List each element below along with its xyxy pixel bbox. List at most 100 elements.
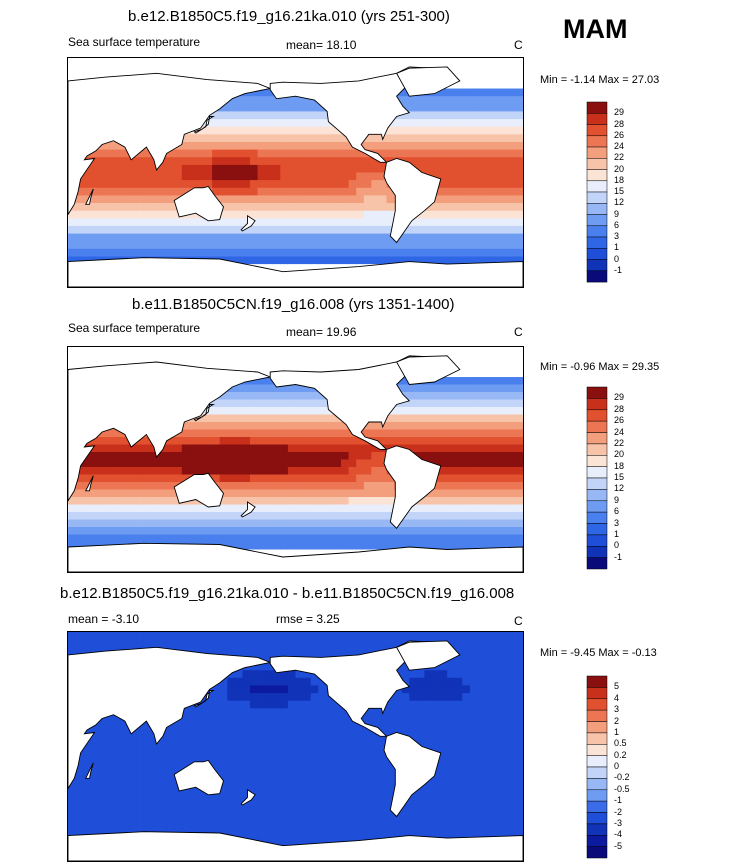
continent-5 [193, 404, 215, 422]
panel-2-map [67, 346, 524, 573]
colorbar-swatch [586, 409, 608, 422]
continent-7 [84, 188, 94, 205]
continent-7 [84, 475, 94, 492]
colorbar-swatch [586, 557, 608, 570]
colorbar-tick-label: 5 [614, 681, 620, 692]
panel-3-units-label: C [514, 614, 523, 628]
colorbar-swatch [586, 835, 608, 847]
colorbar-swatch [586, 511, 608, 524]
colorbar-swatch [586, 675, 608, 688]
colorbar-tick-label: 20 [614, 163, 625, 174]
colorbar-swatch [586, 846, 608, 859]
panel-3-map [67, 631, 524, 862]
colorbar-tick-label: 6 [614, 219, 620, 230]
continent-5 [193, 116, 215, 134]
colorbar-tick-label: 22 [614, 437, 625, 448]
continent-7 [84, 762, 94, 779]
colorbar-swatch [586, 823, 608, 836]
colorbar-tick-label: 0.5 [614, 738, 627, 749]
colorbar-tick-label: 24 [614, 141, 625, 151]
colorbar-swatch [586, 135, 608, 148]
continent-0 [68, 361, 272, 502]
colorbar-swatch [586, 455, 608, 467]
colorbar-swatch [586, 721, 608, 734]
colorbar-tick-label: 15 [614, 472, 625, 482]
colorbar-tick-label: -0.5 [614, 783, 630, 794]
continent-4 [68, 542, 523, 572]
continent-0 [68, 72, 272, 216]
continent-1 [173, 472, 224, 508]
colorbar-tick-label: 6 [614, 506, 620, 517]
colorbar-tick-label: 29 [614, 107, 625, 118]
colorbar-tick-label: 28 [614, 118, 625, 129]
panel-2-variable-label: Sea surface temperature [68, 321, 201, 335]
continent-8 [395, 355, 461, 385]
panel-1-units-label: C [514, 38, 523, 52]
panel-1-map [67, 57, 524, 288]
colorbar-swatch [586, 432, 608, 445]
colorbar-tick-label: 1 [614, 528, 620, 539]
colorbar-swatch [586, 259, 608, 272]
colorbar-swatch [586, 398, 608, 411]
continent-4 [68, 831, 523, 861]
panel-3-title: b.e12.B1850C5.f19_g16.21ka.010 - b.e11.B… [60, 585, 515, 602]
colorbar-swatch [586, 766, 608, 779]
colorbar-swatch [586, 477, 608, 490]
continent-3 [383, 732, 442, 818]
panel-1-mean-label: mean= 18.10 [286, 38, 357, 52]
continent-2 [269, 66, 436, 163]
colorbar-swatch [586, 124, 608, 137]
colorbar-tick-label: -5 [614, 840, 623, 851]
colorbar-swatch [586, 698, 608, 711]
continent-2 [269, 355, 437, 450]
continent-6 [240, 214, 256, 232]
colorbar-swatch [586, 789, 608, 802]
colorbar-tick-label: 3 [614, 517, 620, 528]
colorbar-swatch [586, 523, 608, 536]
colorbar-swatch [586, 709, 608, 722]
colorbar-tick-label: 2 [614, 715, 620, 726]
continent-1 [173, 185, 224, 222]
colorbar-tick-label: 20 [614, 449, 625, 460]
panel-2-units-label: C [514, 325, 523, 339]
colorbar-tick-label: 4 [614, 692, 620, 703]
colorbar-tick-label: 9 [614, 208, 620, 219]
colorbar-swatch [586, 466, 608, 479]
continent-2 [269, 640, 436, 737]
panel-3-minmax-label: Min = -9.45 Max = -0.13 [540, 647, 657, 659]
colorbar-tick-label: 3 [614, 704, 620, 715]
colorbar-swatch [586, 489, 608, 502]
colorbar-tick-label: 9 [614, 494, 620, 505]
continent-3 [383, 158, 442, 244]
panel-1-title: b.e12.B1850C5.f19_g16.21ka.010 (yrs 251-… [128, 8, 450, 25]
colorbar-tick-label: 3 [614, 231, 620, 241]
colorbar-swatch [586, 146, 608, 159]
colorbar-swatch [586, 534, 608, 547]
panel-1-minmax-label: Min = -1.14 Max = 27.03 [540, 74, 660, 86]
colorbar-swatch [586, 113, 608, 125]
continent-1 [173, 759, 224, 796]
continent-6 [240, 501, 256, 518]
continent-3 [383, 445, 442, 529]
colorbar-tick-label: -1 [614, 551, 623, 562]
continent-8 [395, 640, 461, 671]
colorbar-swatch [586, 755, 608, 768]
panel-1-colorbar: 29 28 26 24 22 20 18 15 12 9 6 3 1 0 -1 [586, 101, 646, 283]
continent-4 [68, 257, 523, 287]
colorbar-tick-label: 24 [614, 426, 625, 437]
colorbar-swatch [586, 732, 608, 745]
colorbar-tick-label: -2 [614, 806, 623, 817]
colorbar-tick-label: -1 [614, 264, 623, 275]
colorbar-tick-label: 22 [614, 152, 625, 163]
continent-0 [68, 646, 272, 790]
colorbar-swatch [586, 203, 608, 215]
colorbar-tick-label: 0 [614, 540, 620, 551]
panel-2-title: b.e11.B1850C5CN.f19_g16.008 (yrs 1351-14… [132, 296, 455, 313]
colorbar-swatch [586, 158, 608, 170]
season-label: MAM [563, 14, 628, 44]
colorbar-tick-label: 0 [614, 761, 620, 771]
colorbar-tick-label: 0.2 [614, 749, 627, 760]
colorbar-tick-label: 18 [614, 174, 625, 185]
colorbar-tick-label: 1 [614, 726, 620, 737]
colorbar-tick-label: -0.2 [614, 772, 630, 783]
